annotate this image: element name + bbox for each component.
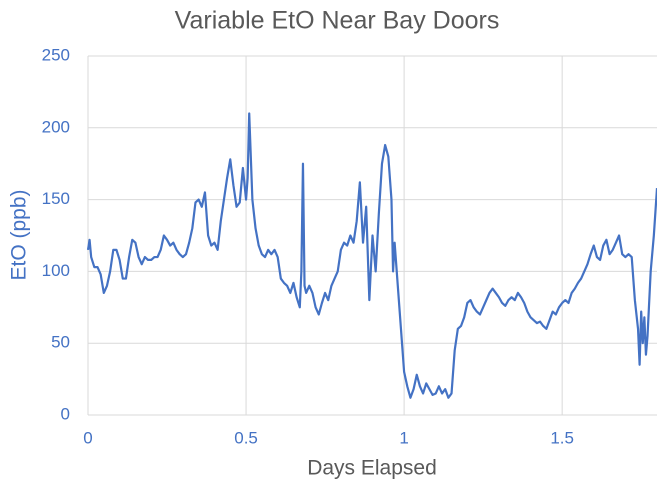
x-tick-label: 0 [83, 428, 92, 447]
chart-title: Variable EtO Near Bay Doors [175, 7, 500, 35]
y-tick-label: 100 [42, 261, 70, 280]
y-tick-label: 250 [42, 45, 70, 64]
x-tick-label: 1 [399, 428, 408, 447]
x-tick-label: 0.5 [234, 428, 258, 447]
data-line [86, 112, 657, 399]
x-tick-label: 1.5 [550, 428, 574, 447]
x-axis-label: Days Elapsed [307, 457, 437, 480]
y-tick-label: 50 [51, 333, 70, 352]
y-tick-label: 0 [61, 404, 70, 423]
y-axis-label: EtO (ppb) [8, 189, 31, 280]
y-tick-label: 200 [42, 117, 70, 136]
y-tick-label: 150 [42, 189, 70, 208]
